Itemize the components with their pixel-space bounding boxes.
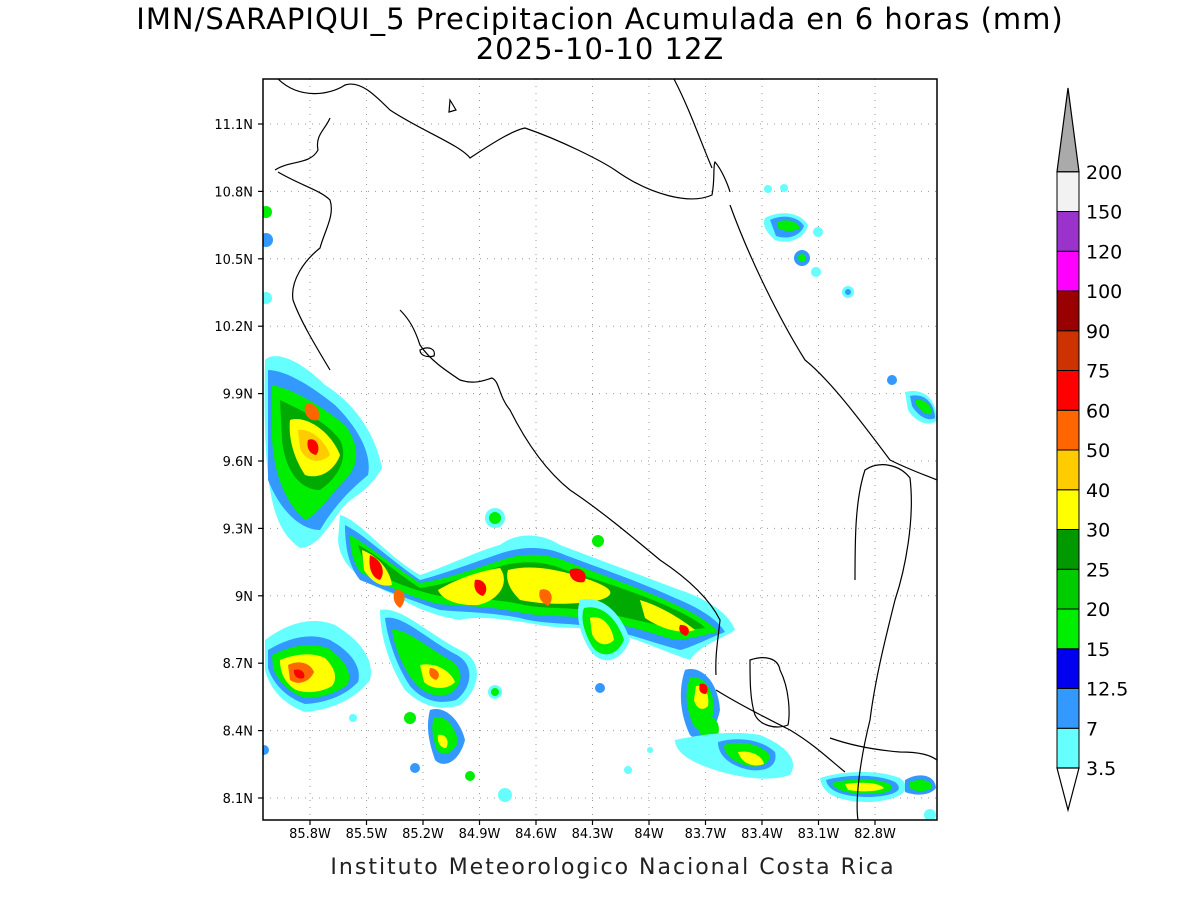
map-datetime: 2025-10-10 12Z [475, 32, 725, 66]
lat-tick-label: 10.2N [214, 320, 253, 335]
colorbar-label: 100 [1086, 281, 1122, 303]
footer-credit: Instituto Meteorologico Nacional Costa R… [330, 855, 896, 880]
lat-tick-label: 8.4N [223, 725, 253, 740]
lon-tick-label: 83.4W [741, 827, 783, 842]
rain-cluster-se [578, 599, 936, 802]
colorbar-label: 75 [1086, 361, 1110, 383]
coastlines [274, 79, 937, 820]
colorbar-segment [1056, 727, 1080, 769]
map-title: IMN/SARAPIQUI_5 Precipitacion Acumulada … [136, 2, 1064, 36]
colorbar-segment [1056, 370, 1080, 411]
colorbar-bottom-arrow [1056, 767, 1080, 813]
colorbar-label: 60 [1086, 400, 1110, 422]
colorbar-label: 3.5 [1086, 758, 1116, 780]
colorbar-label: 50 [1086, 440, 1110, 462]
lat-tick-label: 9.6N [223, 455, 253, 470]
rain-band-central [338, 515, 735, 660]
colorbar-segment [1056, 290, 1080, 332]
colorbar-label: 7 [1086, 718, 1098, 740]
lon-tick-label: 85.8W [289, 827, 331, 842]
lon-tick-label: 84.9W [459, 827, 501, 842]
rain-cluster-sw [265, 609, 477, 764]
rain-cluster-nw [264, 356, 382, 548]
lat-tick-label: 10.5N [214, 253, 253, 268]
colorbar-label: 15 [1086, 639, 1110, 661]
lon-tick-label: 84W [634, 827, 664, 842]
lon-tick-label: 83.7W [685, 827, 727, 842]
lat-tick-label: 8.1N [223, 792, 253, 807]
colorbar-top-arrow [1056, 87, 1080, 173]
lon-tick-label: 84.3W [572, 827, 614, 842]
colorbar-label: 200 [1086, 162, 1122, 184]
lat-tick-label: 10.8N [214, 185, 253, 200]
colorbar-segment [1056, 409, 1080, 451]
colorbar-segment [1056, 529, 1080, 570]
lon-tick-label: 84.6W [515, 827, 557, 842]
lon-tick-label: 85.5W [346, 827, 388, 842]
colorbar-segment [1056, 250, 1080, 292]
rain-cluster-ne [764, 184, 937, 424]
colorbar-segment [1056, 211, 1080, 252]
lat-tick-label: 9.9N [223, 388, 253, 403]
colorbar-label: 40 [1086, 480, 1110, 502]
lon-tick-label: 83.1W [798, 827, 840, 842]
colorbar-label: 20 [1086, 599, 1110, 621]
colorbar-segment [1056, 449, 1080, 491]
longitude-axis: 85.8W 85.5W 85.2W 84.9W 84.6W 84.3W 84W 83.7W 83… [289, 820, 896, 842]
colorbar-label: 150 [1086, 202, 1122, 224]
lat-tick-label: 9.3N [223, 522, 253, 537]
lat-tick-label: 8.7N [223, 657, 253, 672]
lon-tick-label: 85.2W [402, 827, 444, 842]
colorbar-segment [1056, 688, 1080, 729]
rain-cells-scattered [263, 206, 936, 820]
colorbar-label: 120 [1086, 241, 1122, 263]
colorbar-label: 90 [1086, 321, 1110, 343]
colorbar-segment [1056, 608, 1080, 650]
colorbar: 3.5 7 12.5 15 20 25 30 40 50 60 75 90 100 120 150 200 [1056, 87, 1128, 813]
lat-tick-label: 9N [235, 590, 253, 605]
colorbar-segment [1056, 648, 1080, 689]
colorbar-segment [1056, 171, 1080, 212]
latitude-axis: 11.1N 10.8N 10.5N 10.2N 9.9N 9.6N 9.3N 9N 8.7N 8.… [214, 118, 263, 807]
colorbar-label: 30 [1086, 520, 1110, 542]
lat-tick-label: 11.1N [214, 118, 253, 133]
colorbar-label: 12.5 [1086, 679, 1128, 701]
colorbar-label: 25 [1086, 559, 1110, 581]
lon-tick-label: 82.8W [854, 827, 896, 842]
colorbar-segment [1056, 568, 1080, 610]
colorbar-segment [1056, 330, 1080, 371]
colorbar-segment [1056, 489, 1080, 530]
map-frame [262, 78, 938, 821]
precipitation-field [263, 184, 937, 820]
